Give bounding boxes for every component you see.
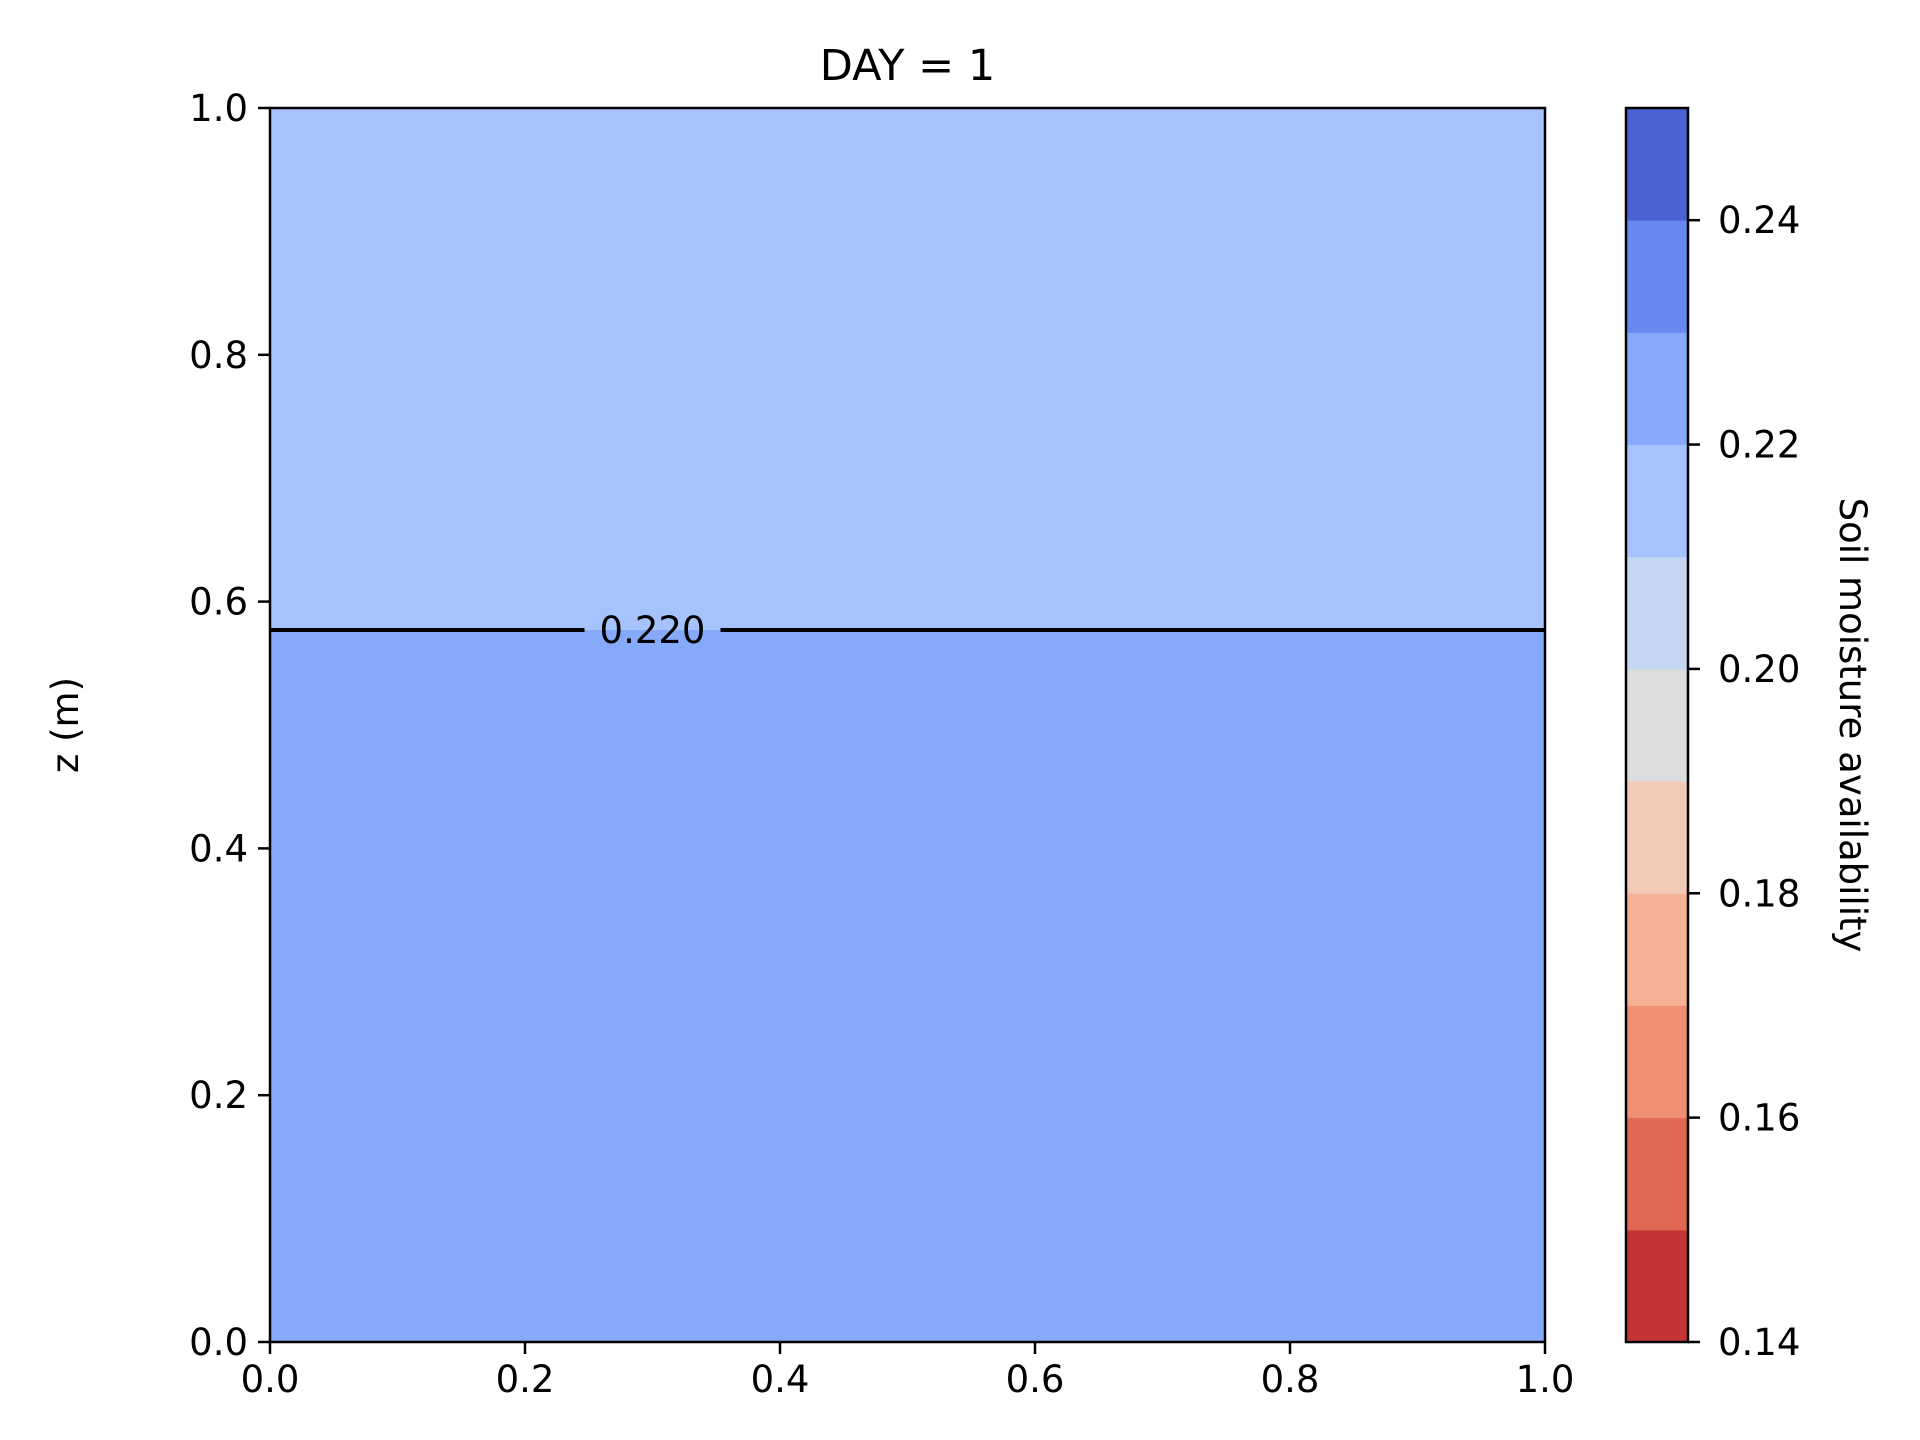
colorbar-swatch-5 [1626,668,1688,782]
colorbar-axis: 0.14 0.16 0.18 0.20 0.22 0.24 [1688,199,1800,1364]
plot-regions [270,108,1545,1342]
x-tick-label: 0.8 [1261,1358,1320,1401]
colorbar-swatch-3 [1626,893,1688,1006]
colorbar-tick-label: 0.22 [1718,424,1800,467]
contour-region-0 [270,629,1545,1342]
contour-lines: 0.220 [270,609,1545,652]
colorbar-swatch-10 [1626,108,1688,221]
plot-frame [268,106,1547,1344]
y-axis-label: z (m) [44,677,87,773]
colorbar-tick-label: 0.16 [1718,1097,1800,1140]
colorbar-tick-label: 0.24 [1718,199,1800,242]
colorbar-frame [1624,106,1690,1344]
colorbar-tick-label: 0.14 [1718,1321,1800,1364]
x-tick-label: 0.0 [241,1358,300,1401]
x-tick-label: 0.4 [751,1358,810,1401]
y-tick-label: 0.6 [189,581,248,624]
colorbar-swatch-2 [1626,1005,1688,1119]
y-tick-label: 0.2 [189,1074,248,1117]
x-tick-label: 1.0 [1516,1358,1575,1401]
y-tick-label: 1.0 [189,87,248,130]
chart-title: DAY = 1 [820,41,995,91]
colorbar [1624,106,1690,1344]
colorbar-label: Soil moisture availability [1831,498,1874,953]
y-tick-label: 0.0 [189,1321,248,1364]
colorbar-tick-label: 0.20 [1718,648,1800,691]
colorbar-swatch-9 [1626,220,1688,333]
colorbar-swatch-7 [1626,444,1688,558]
colorbar-tick-label: 0.18 [1718,872,1800,915]
x-axis: 0.0 0.2 0.4 0.6 0.8 1.0 [241,1342,1575,1401]
y-tick-label: 0.4 [189,827,248,870]
colorbar-swatch-6 [1626,556,1688,670]
contour-region-1 [270,108,1545,630]
colorbar-swatch-4 [1626,781,1688,894]
contour-label-0: 0.220 [600,609,706,652]
colorbar-swatch-0 [1626,1229,1688,1343]
y-axis: 0.0 0.2 0.4 0.6 0.8 1.0 [189,87,270,1364]
colorbar-swatch-8 [1626,332,1688,446]
x-tick-label: 0.2 [496,1358,555,1401]
y-tick-label: 0.8 [189,334,248,377]
colorbar-swatch-1 [1626,1117,1688,1231]
x-tick-label: 0.6 [1006,1358,1065,1401]
